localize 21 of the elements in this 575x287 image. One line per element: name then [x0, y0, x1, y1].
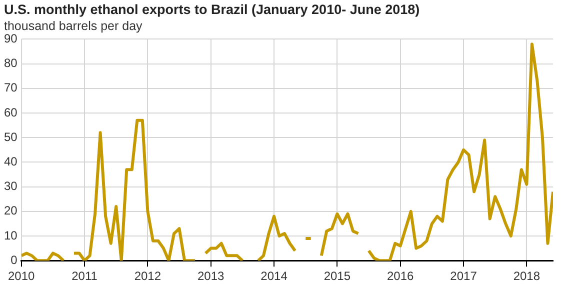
y-tick-label: 40: [4, 154, 18, 169]
x-tick-label: 2011: [72, 269, 98, 284]
y-tick-label: 10: [4, 228, 18, 242]
y-tick-label: 90: [4, 32, 18, 46]
y-tick-label: 60: [4, 105, 18, 120]
chart-title: U.S. monthly ethanol exports to Brazil (January 2010- June 2018): [4, 2, 420, 17]
y-tick-label: 70: [4, 80, 18, 95]
chart-subtitle: thousand barrels per day: [4, 19, 142, 33]
y-tick-label: 20: [4, 204, 18, 218]
y-tick-label: 0: [10, 252, 18, 267]
x-tick-label: 2018: [513, 269, 540, 284]
x-tick-label: 2010: [8, 269, 36, 284]
y-tick-label: 30: [4, 179, 18, 194]
x-tick-label: 2016: [386, 269, 414, 284]
x-tick-label: 2014: [260, 269, 288, 284]
x-tick-label: 2015: [324, 269, 351, 284]
x-tick-label: 2012: [134, 269, 162, 284]
y-tick-label: 50: [4, 130, 18, 144]
x-tick-label: 2013: [197, 269, 225, 284]
x-tick-label: 2017: [450, 269, 478, 284]
y-tick-label: 80: [4, 56, 18, 70]
